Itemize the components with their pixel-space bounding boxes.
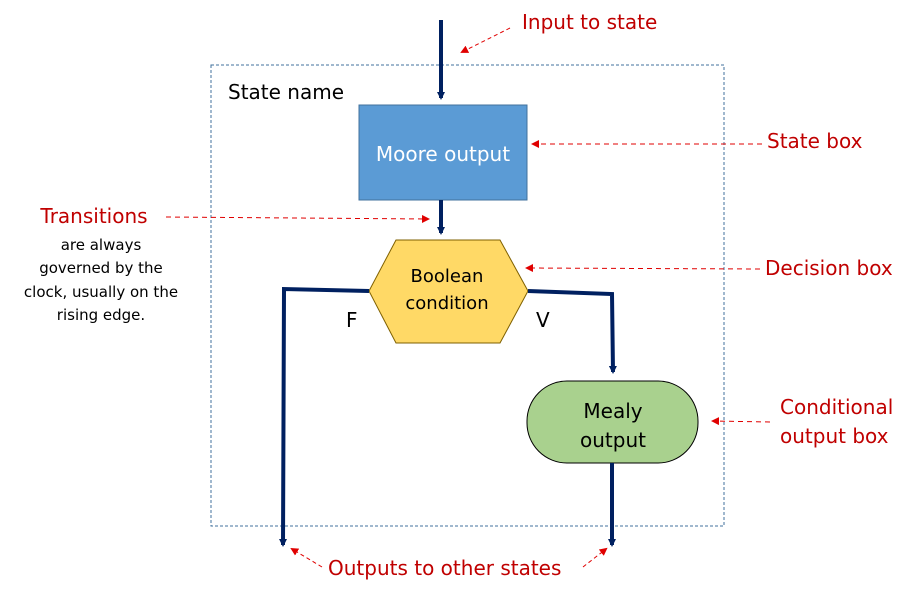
true-branch-line — [527, 289, 617, 374]
decision-line1: Boolean — [411, 266, 484, 287]
transitions-note-1: are always — [61, 236, 142, 254]
transitions-note-4: rising edge. — [57, 306, 145, 324]
annotation-conditional-output-2: output box — [780, 424, 889, 448]
mealy-line2: output — [580, 428, 646, 452]
decision-box — [368, 239, 529, 344]
state-box — [358, 104, 528, 201]
annotation-outputs-to-other-states: Outputs to other states — [328, 556, 561, 580]
annotation-decision-box: Decision box — [765, 256, 893, 280]
state-name-label: State name — [228, 80, 344, 104]
transitions-note-3: clock, usually on the — [24, 283, 178, 301]
branch-false-label: F — [346, 308, 358, 332]
annotation-outputs-left-pointer — [290, 547, 323, 568]
moore-output-label: Moore output — [376, 142, 510, 166]
branch-true-label: V — [536, 308, 550, 332]
annotation-state-box: State box — [767, 129, 863, 153]
annotation-input-pointer — [460, 27, 511, 53]
annotation-conditional-output-1: Conditional — [780, 395, 893, 419]
annotation-transitions-title: Transitions — [39, 204, 147, 228]
state-frame — [210, 64, 725, 527]
annotation-input-to-state: Input to state — [522, 10, 657, 34]
mealy-line1: Mealy — [583, 399, 642, 423]
annotation-outputs-right-pointer — [582, 547, 608, 568]
transitions-note-2: governed by the — [39, 259, 163, 277]
annotation-transitions-pointer — [165, 214, 430, 223]
annotation-conditional-pointer — [711, 417, 771, 426]
decision-line2: condition — [405, 293, 488, 314]
annotation-decision-pointer — [525, 264, 761, 273]
false-branch-line — [279, 286, 370, 547]
